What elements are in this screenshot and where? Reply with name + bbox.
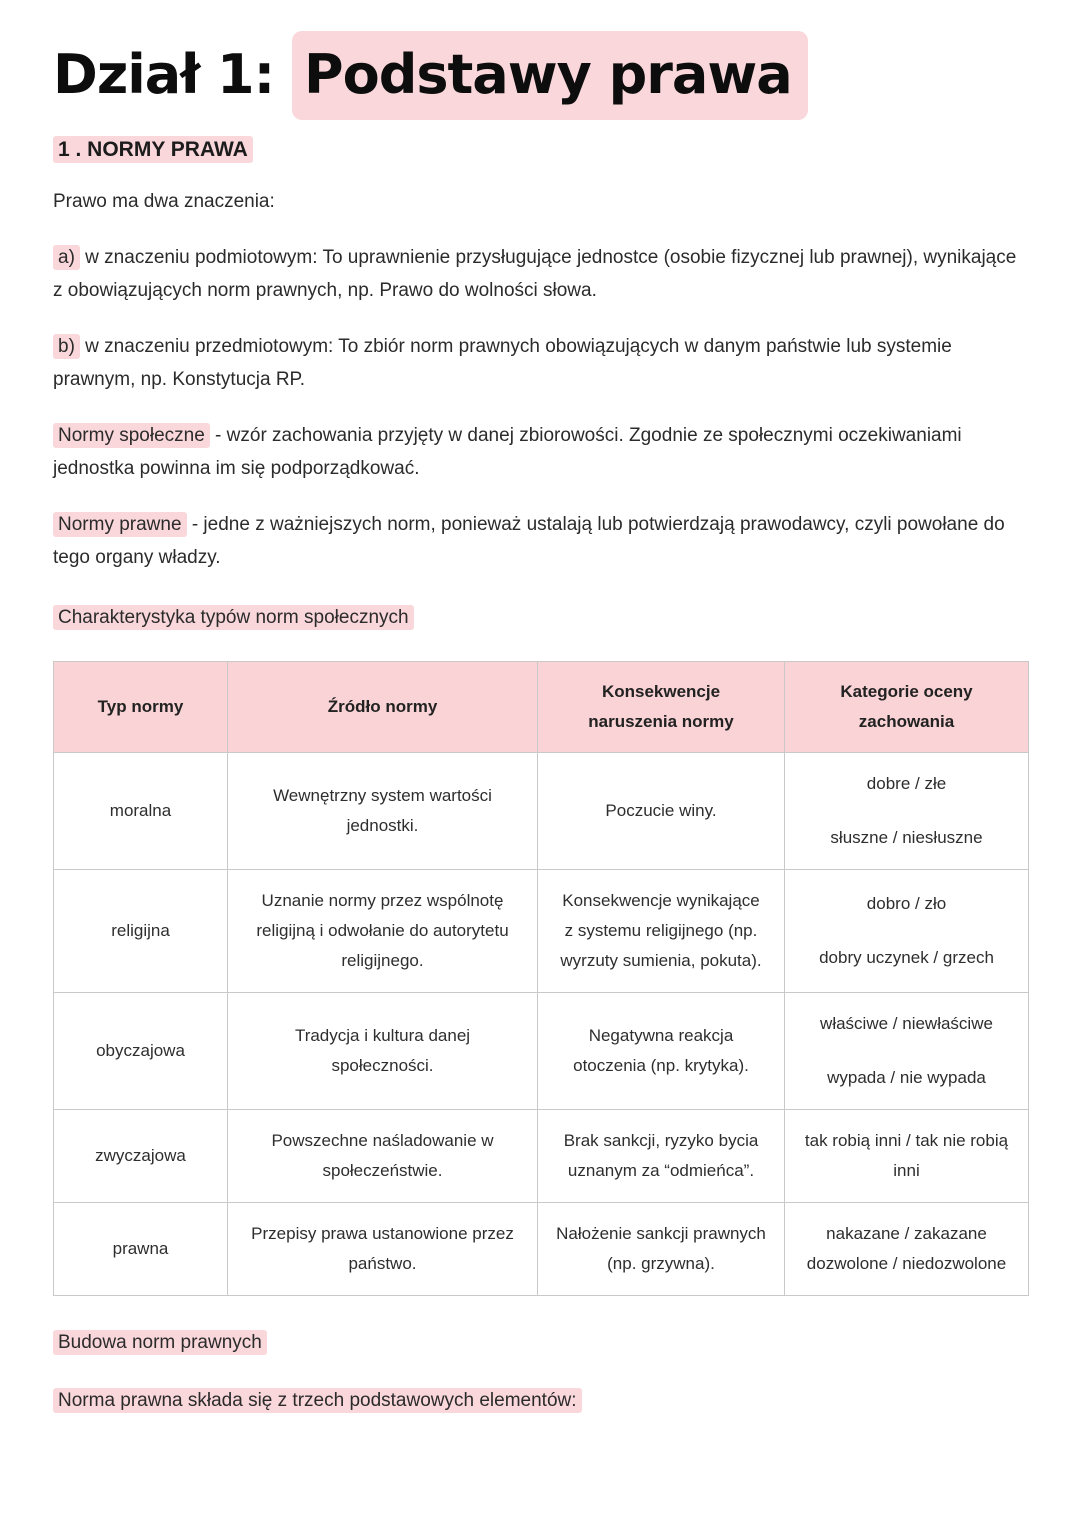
- table-row-zwyczajowa: zwyczajowa Powszechne naśladowanie w spo…: [53, 1109, 1029, 1204]
- paragraph-meaning-a: a) w znaczeniu podmiotowym: To uprawnien…: [53, 241, 1030, 307]
- table-row-prawna: prawna Przepisy prawa ustanowione przez …: [53, 1202, 1029, 1297]
- cell-norm-consequence: Konsekwencje wynikające z systemu religi…: [537, 869, 785, 994]
- category-line: dobre / złe: [866, 774, 947, 794]
- column-header-source: Źródło normy: [227, 661, 538, 754]
- category-line: nakazane / zakazane dozwolone / niedozwo…: [806, 1224, 1007, 1274]
- cell-norm-categories: dobre / złe słuszne / niesłuszne: [784, 752, 1029, 871]
- cell-norm-source: Uznanie normy przez wspólnotę religijną …: [227, 869, 538, 994]
- paragraph-lead-highlight: b): [53, 334, 80, 360]
- paragraph-meaning-b: b) w znaczeniu przedmiotowym: To zbiór n…: [53, 330, 1030, 396]
- column-header-consequences: Konsekwencje naruszenia normy: [537, 661, 785, 754]
- table-caption: Charakterystyka typów norm społecznych: [53, 601, 1030, 634]
- paragraph-lead-highlight: Normy społeczne: [53, 423, 210, 449]
- cell-norm-type: moralna: [53, 752, 228, 871]
- category-line: dobro / zło: [866, 894, 947, 914]
- cell-norm-consequence: Poczucie winy.: [537, 752, 785, 871]
- paragraph-text: w znaczeniu przedmiotowym: To zbiór norm…: [53, 336, 952, 391]
- paragraph-social-norms: Normy społeczne - wzór zachowania przyję…: [53, 419, 1030, 485]
- table-header-row: Typ normy Źródło normy Konsekwencje naru…: [53, 661, 1029, 754]
- paragraph-text: w znaczeniu podmiotowym: To uprawnienie …: [53, 247, 1017, 302]
- paragraph-lead-highlight: a): [53, 245, 80, 271]
- intro-paragraph: Prawo ma dwa znaczenia:: [53, 191, 275, 212]
- cell-norm-categories: dobro / zło dobry uczynek / grzech: [784, 869, 1029, 994]
- cell-norm-consequence: Brak sankcji, ryzyko bycia uznanym za “o…: [537, 1109, 785, 1204]
- table-row-religijna: religijna Uznanie normy przez wspólnotę …: [53, 869, 1029, 994]
- section-heading-text: 1 . NORMY PRAWA: [53, 136, 253, 163]
- category-line: tak robią inni / tak nie robią inni: [804, 1131, 1009, 1181]
- footer-text-highlight: Norma prawna składa się z trzech podstaw…: [53, 1387, 582, 1413]
- footer-heading: Budowa norm prawnych: [53, 1326, 1030, 1359]
- category-line: wypada / nie wypada: [827, 1068, 986, 1088]
- category-line: właściwe / niewłaściwe: [820, 1014, 993, 1034]
- footer-heading-text: Budowa norm prawnych: [53, 1330, 267, 1356]
- cell-norm-source: Wewnętrzny system wartości jednostki.: [227, 752, 538, 871]
- table-row-obyczajowa: obyczajowa Tradycja i kultura danej społ…: [53, 992, 1029, 1111]
- footer-section: Budowa norm prawnych Norma prawna składa…: [53, 1326, 1030, 1416]
- paragraph-legal-norms: Normy prawne - jedne z ważniejszych norm…: [53, 508, 1030, 574]
- column-header-type: Typ normy: [53, 661, 228, 754]
- cell-norm-type: zwyczajowa: [53, 1109, 228, 1204]
- cell-norm-categories: nakazane / zakazane dozwolone / niedozwo…: [784, 1202, 1029, 1297]
- title-prefix: Dział 1:: [53, 43, 293, 106]
- paragraph-lead-highlight: Normy prawne: [53, 512, 187, 538]
- category-line: dobry uczynek / grzech: [819, 948, 994, 968]
- cell-norm-categories: tak robią inni / tak nie robią inni: [784, 1109, 1029, 1204]
- cell-norm-categories: właściwe / niewłaściwe wypada / nie wypa…: [784, 992, 1029, 1111]
- cell-norm-type: religijna: [53, 869, 228, 994]
- footer-text: Norma prawna składa się z trzech podstaw…: [53, 1384, 1030, 1417]
- cell-norm-source: Tradycja i kultura danej społeczności.: [227, 992, 538, 1111]
- category-line: słuszne / niesłuszne: [830, 828, 983, 848]
- document-page: Dział 1: Podstawy prawa 1 . NORMY PRAWA …: [53, 31, 1030, 1416]
- table-caption-text: Charakterystyka typów norm społecznych: [53, 605, 414, 631]
- cell-norm-type: prawna: [53, 1202, 228, 1297]
- cell-norm-source: Przepisy prawa ustanowione przez państwo…: [227, 1202, 538, 1297]
- paragraph-text: - wzór zachowania przyjęty w danej zbior…: [53, 425, 962, 480]
- section-heading: 1 . NORMY PRAWA: [53, 136, 1030, 163]
- table-row-moralna: moralna Wewnętrzny system wartości jedno…: [53, 752, 1029, 871]
- cell-norm-source: Powszechne naśladowanie w społeczeństwie…: [227, 1109, 538, 1204]
- cell-norm-consequence: Nałożenie sankcji prawnych (np. grzywna)…: [537, 1202, 785, 1297]
- cell-norm-type: obyczajowa: [53, 992, 228, 1111]
- cell-norm-consequence: Negatywna reakcja otoczenia (np. krytyka…: [537, 992, 785, 1111]
- norms-table: Typ normy Źródło normy Konsekwencje naru…: [53, 661, 1029, 1297]
- column-header-categories: Kategorie oceny zachowania: [784, 661, 1029, 754]
- title-highlight: Podstawy prawa: [292, 31, 808, 120]
- paragraph-text: - jedne z ważniejszych norm, ponieważ us…: [53, 514, 1005, 569]
- page-title: Dział 1: Podstawy prawa: [53, 31, 1030, 120]
